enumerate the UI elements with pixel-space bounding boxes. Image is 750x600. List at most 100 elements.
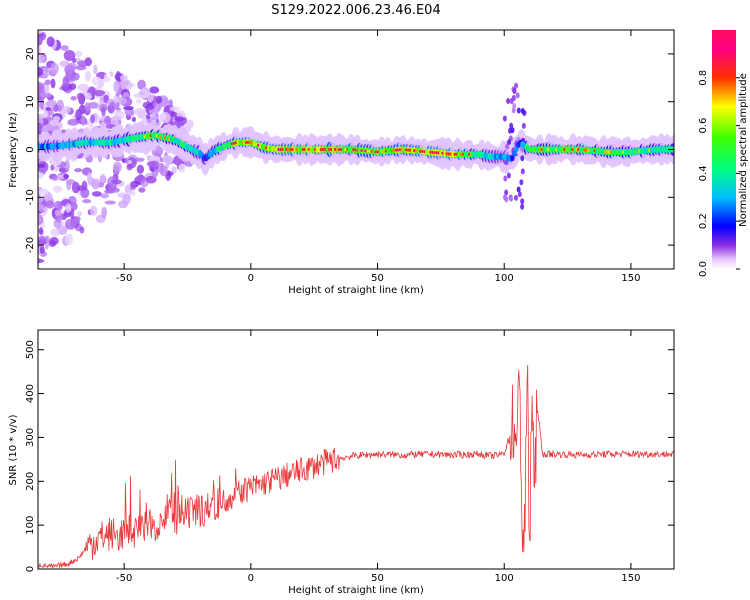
bottom-plot-frame	[37, 329, 675, 570]
x-tick-label: 150	[621, 273, 640, 284]
spectrogram-noise-cell	[50, 228, 60, 237]
spectrogram-noise-cell	[75, 109, 82, 121]
spectrogram-noise-cell	[70, 95, 77, 101]
spectrogram-noise-cell	[145, 114, 151, 120]
x-tick-label: -50	[116, 573, 132, 584]
spectrogram-noise-cell	[520, 168, 525, 175]
spectrogram-noise-cell	[65, 202, 72, 213]
spectrogram-noise-cell	[60, 45, 69, 51]
spectrogram-noise-cell	[515, 92, 520, 99]
colorbar-tick-label: 0.2	[698, 213, 709, 229]
spectrogram-noise-cell	[45, 200, 55, 209]
spectrogram-noise-cell	[135, 98, 142, 104]
snr-series-line	[38, 364, 674, 569]
x-tick-label: 0	[248, 573, 254, 584]
colorbar-ticks: 0.0 0.2 0.4 0.6 0.8	[698, 70, 740, 277]
spectrogram-noise-cell	[38, 45, 41, 56]
spectrogram-noise-cell	[135, 175, 147, 182]
top-y-axis-label: Frequency (Hz)	[8, 112, 19, 188]
spectrogram-noise-cell	[44, 79, 52, 85]
colorbar-gradient	[712, 30, 736, 269]
top-y-axis: -20 -10 0 10 20	[25, 48, 674, 253]
x-tick-label: 50	[371, 573, 384, 584]
spectrogram-noise-cell	[39, 246, 45, 255]
spectrogram-noise-cell	[122, 193, 131, 205]
spectrogram-noise-cell	[38, 163, 45, 168]
colorbar: 0.0 0.2 0.4 0.6 0.8 Normalized spectral ampl…	[698, 30, 749, 277]
spectrogram-noise-cell	[148, 109, 160, 115]
spectrogram-noise-cell	[516, 107, 521, 114]
spectrogram-noise-cell	[130, 110, 135, 116]
x-tick-label: 150	[621, 573, 640, 584]
spectrogram-noise-cell	[149, 160, 160, 168]
snr-line-layer	[38, 364, 674, 569]
spectrogram-noise-cell	[38, 33, 45, 38]
spectrogram-noise-cell	[63, 50, 76, 62]
spectrogram-noise-cell	[502, 115, 507, 122]
spectrogram-noise-cell	[171, 166, 177, 174]
y-tick-label: 300	[25, 428, 36, 447]
spectrogram-noise-cell	[90, 114, 95, 124]
spectrogram-noise-cell	[38, 235, 47, 245]
colorbar-tick-label: 0.0	[698, 261, 709, 277]
spectrogram-noise-cell	[168, 99, 173, 108]
spectrogram-noise-cell	[81, 180, 88, 191]
spectrogram-noise-cell	[91, 191, 102, 197]
spectrogram-noise-cell	[508, 127, 513, 134]
spectrogram-panel: -50 0 50 100 150 -20 -10 0 10 20 Height of strai…	[8, 29, 675, 296]
spectrogram-noise-cell	[101, 206, 108, 219]
spectrogram-noise-cell	[93, 64, 98, 75]
spectrogram-noise-cell	[64, 64, 76, 75]
spectrogram-noise-cell	[120, 79, 133, 91]
spectrogram-noise-cell	[56, 99, 65, 112]
spectrogram-noise-cell	[516, 186, 521, 193]
spectrogram-noise-cell	[38, 227, 44, 235]
y-tick-label: 100	[25, 516, 36, 535]
x-tick-label: 100	[495, 273, 514, 284]
spectrogram-noise-cell	[38, 258, 45, 264]
colorbar-tick-label: 0.4	[698, 165, 709, 181]
bottom-x-axis-label: Height of straight line (km)	[288, 585, 424, 596]
spectrogram-noise-cell	[519, 179, 524, 186]
spectrogram-noise-cell	[48, 109, 54, 116]
spectrogram-noise-cell	[50, 164, 55, 171]
spectrogram-noise-cell	[84, 71, 91, 82]
spectrogram-noise-cell	[109, 71, 114, 77]
spectrogram-noise-cell	[520, 108, 525, 115]
spectrogram-noise-cell	[517, 191, 522, 198]
spectrogram-noise-cell	[108, 184, 114, 193]
spectrogram-noise-cell	[63, 105, 71, 114]
x-tick-label: -50	[116, 273, 132, 284]
spectrogram-noise-cell	[38, 203, 45, 212]
chart-title: S129.2022.006.23.46.E04	[271, 3, 440, 18]
spectrogram-noise-cell	[509, 195, 514, 202]
spectrogram-noise-cell	[111, 179, 122, 185]
spectrogram-noise-cell	[115, 70, 121, 83]
spectrogram-noise-cell	[149, 86, 160, 94]
spectrogram-noise-cell	[74, 216, 81, 222]
y-tick-label: 10	[25, 95, 36, 108]
spectrogram-noise-cell	[54, 209, 62, 216]
colorbar-label: Normalized spectral amplitude	[738, 73, 749, 227]
y-tick-label: 0	[25, 566, 36, 572]
spectrogram-noise-cell	[130, 189, 136, 196]
top-x-axis-label: Height of straight line (km)	[288, 285, 424, 296]
x-tick-label: 50	[371, 273, 384, 284]
spectrogram-noise-cell	[51, 176, 59, 181]
spectrogram-noise-cell	[123, 105, 134, 111]
x-tick-label: 0	[248, 273, 254, 284]
spectrogram-noise-cell	[136, 164, 145, 174]
spectrogram-noise-cell	[104, 115, 111, 125]
spectrogram-noise-cell	[45, 106, 51, 112]
spectrogram-noise-cell	[71, 181, 80, 194]
spectrogram-noise-cell	[138, 187, 146, 193]
spectrogram-noise-cell	[75, 50, 83, 58]
spectrogram-noise-cell	[127, 157, 137, 169]
spectrogram-noise-cell	[506, 172, 511, 179]
spectrogram-noise-cell	[514, 82, 519, 89]
spectrogram-noise-cell	[133, 108, 146, 116]
spectrogram-noise-cell	[46, 36, 55, 47]
spectrogram-noise-cell	[98, 78, 103, 90]
spectrogram-noise-cell	[49, 237, 59, 246]
